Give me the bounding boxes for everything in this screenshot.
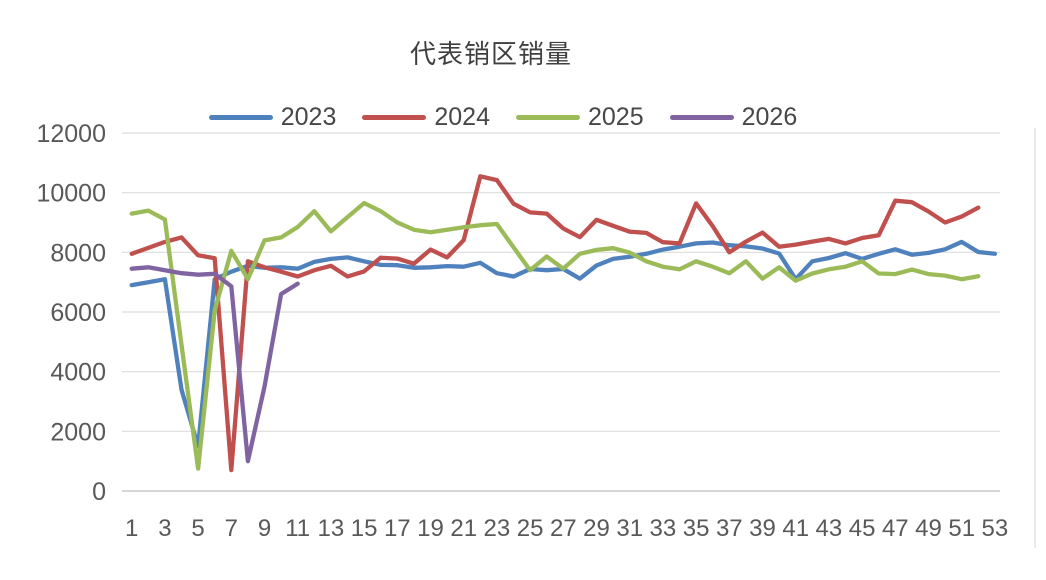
x-axis-label-27: 27 xyxy=(550,515,577,542)
x-axis-label-43: 43 xyxy=(816,515,843,542)
x-axis-label-47: 47 xyxy=(882,515,909,542)
legend-swatch-2023 xyxy=(208,114,273,120)
x-axis-label-33: 33 xyxy=(650,515,677,542)
x-axis-label-51: 51 xyxy=(948,515,975,542)
y-axis-label-12000: 12000 xyxy=(36,120,106,148)
x-axis-label-15: 15 xyxy=(351,515,378,542)
x-axis-label-53: 53 xyxy=(982,515,1009,542)
legend-item-2025: 2025 xyxy=(516,103,644,132)
chart-legend: 2023 2024 2025 2026 xyxy=(0,101,1006,133)
x-axis-label-29: 29 xyxy=(583,515,610,542)
legend-item-2023: 2023 xyxy=(208,102,337,132)
x-axis-label-23: 23 xyxy=(484,515,511,542)
x-axis-label-39: 39 xyxy=(749,515,776,542)
legend-swatch-2024 xyxy=(362,114,427,120)
x-axis-label-45: 45 xyxy=(849,515,876,542)
legend-label-2026: 2026 xyxy=(741,102,798,131)
series-line-2024 xyxy=(129,174,981,473)
legend-item-2026: 2026 xyxy=(669,102,798,132)
x-axis-label-25: 25 xyxy=(517,515,544,542)
legend-swatch-2025 xyxy=(516,114,580,120)
y-axis-label-4000: 4000 xyxy=(50,359,106,387)
x-axis-label-13: 13 xyxy=(318,515,345,542)
legend-label-2025: 2025 xyxy=(588,102,644,131)
x-axis-label-17: 17 xyxy=(384,515,411,542)
x-axis-label-5: 5 xyxy=(191,515,204,542)
legend-label-2024: 2024 xyxy=(434,102,490,131)
y-axis-label-2000: 2000 xyxy=(50,418,106,446)
x-axis-label-21: 21 xyxy=(450,515,477,542)
x-axis-label-49: 49 xyxy=(915,515,942,542)
x-axis-label-7: 7 xyxy=(225,515,238,542)
y-axis-label-10000: 10000 xyxy=(36,180,106,208)
legend-item-2024: 2024 xyxy=(362,103,490,132)
x-axis-label-1: 1 xyxy=(125,515,138,542)
legend-swatch-2026 xyxy=(669,114,734,120)
series-line-2025 xyxy=(129,200,981,471)
y-axis-label-0: 0 xyxy=(92,478,106,506)
x-axis-label-35: 35 xyxy=(683,515,710,542)
x-axis-label-41: 41 xyxy=(782,515,809,542)
legend-label-2023: 2023 xyxy=(280,102,337,131)
series-line-2026 xyxy=(129,265,300,464)
series-line-2023 xyxy=(129,239,998,449)
y-axis-label-6000: 6000 xyxy=(50,299,106,327)
x-axis-label-31: 31 xyxy=(616,515,643,542)
x-axis-label-37: 37 xyxy=(716,515,743,542)
x-axis-label-19: 19 xyxy=(417,515,444,542)
x-axis-label-3: 3 xyxy=(158,515,171,542)
x-axis-label-11: 11 xyxy=(285,515,310,542)
chart-title: 代表销区销量 xyxy=(409,39,572,69)
x-axis-label-9: 9 xyxy=(258,515,271,542)
y-axis-label-8000: 8000 xyxy=(50,239,106,267)
